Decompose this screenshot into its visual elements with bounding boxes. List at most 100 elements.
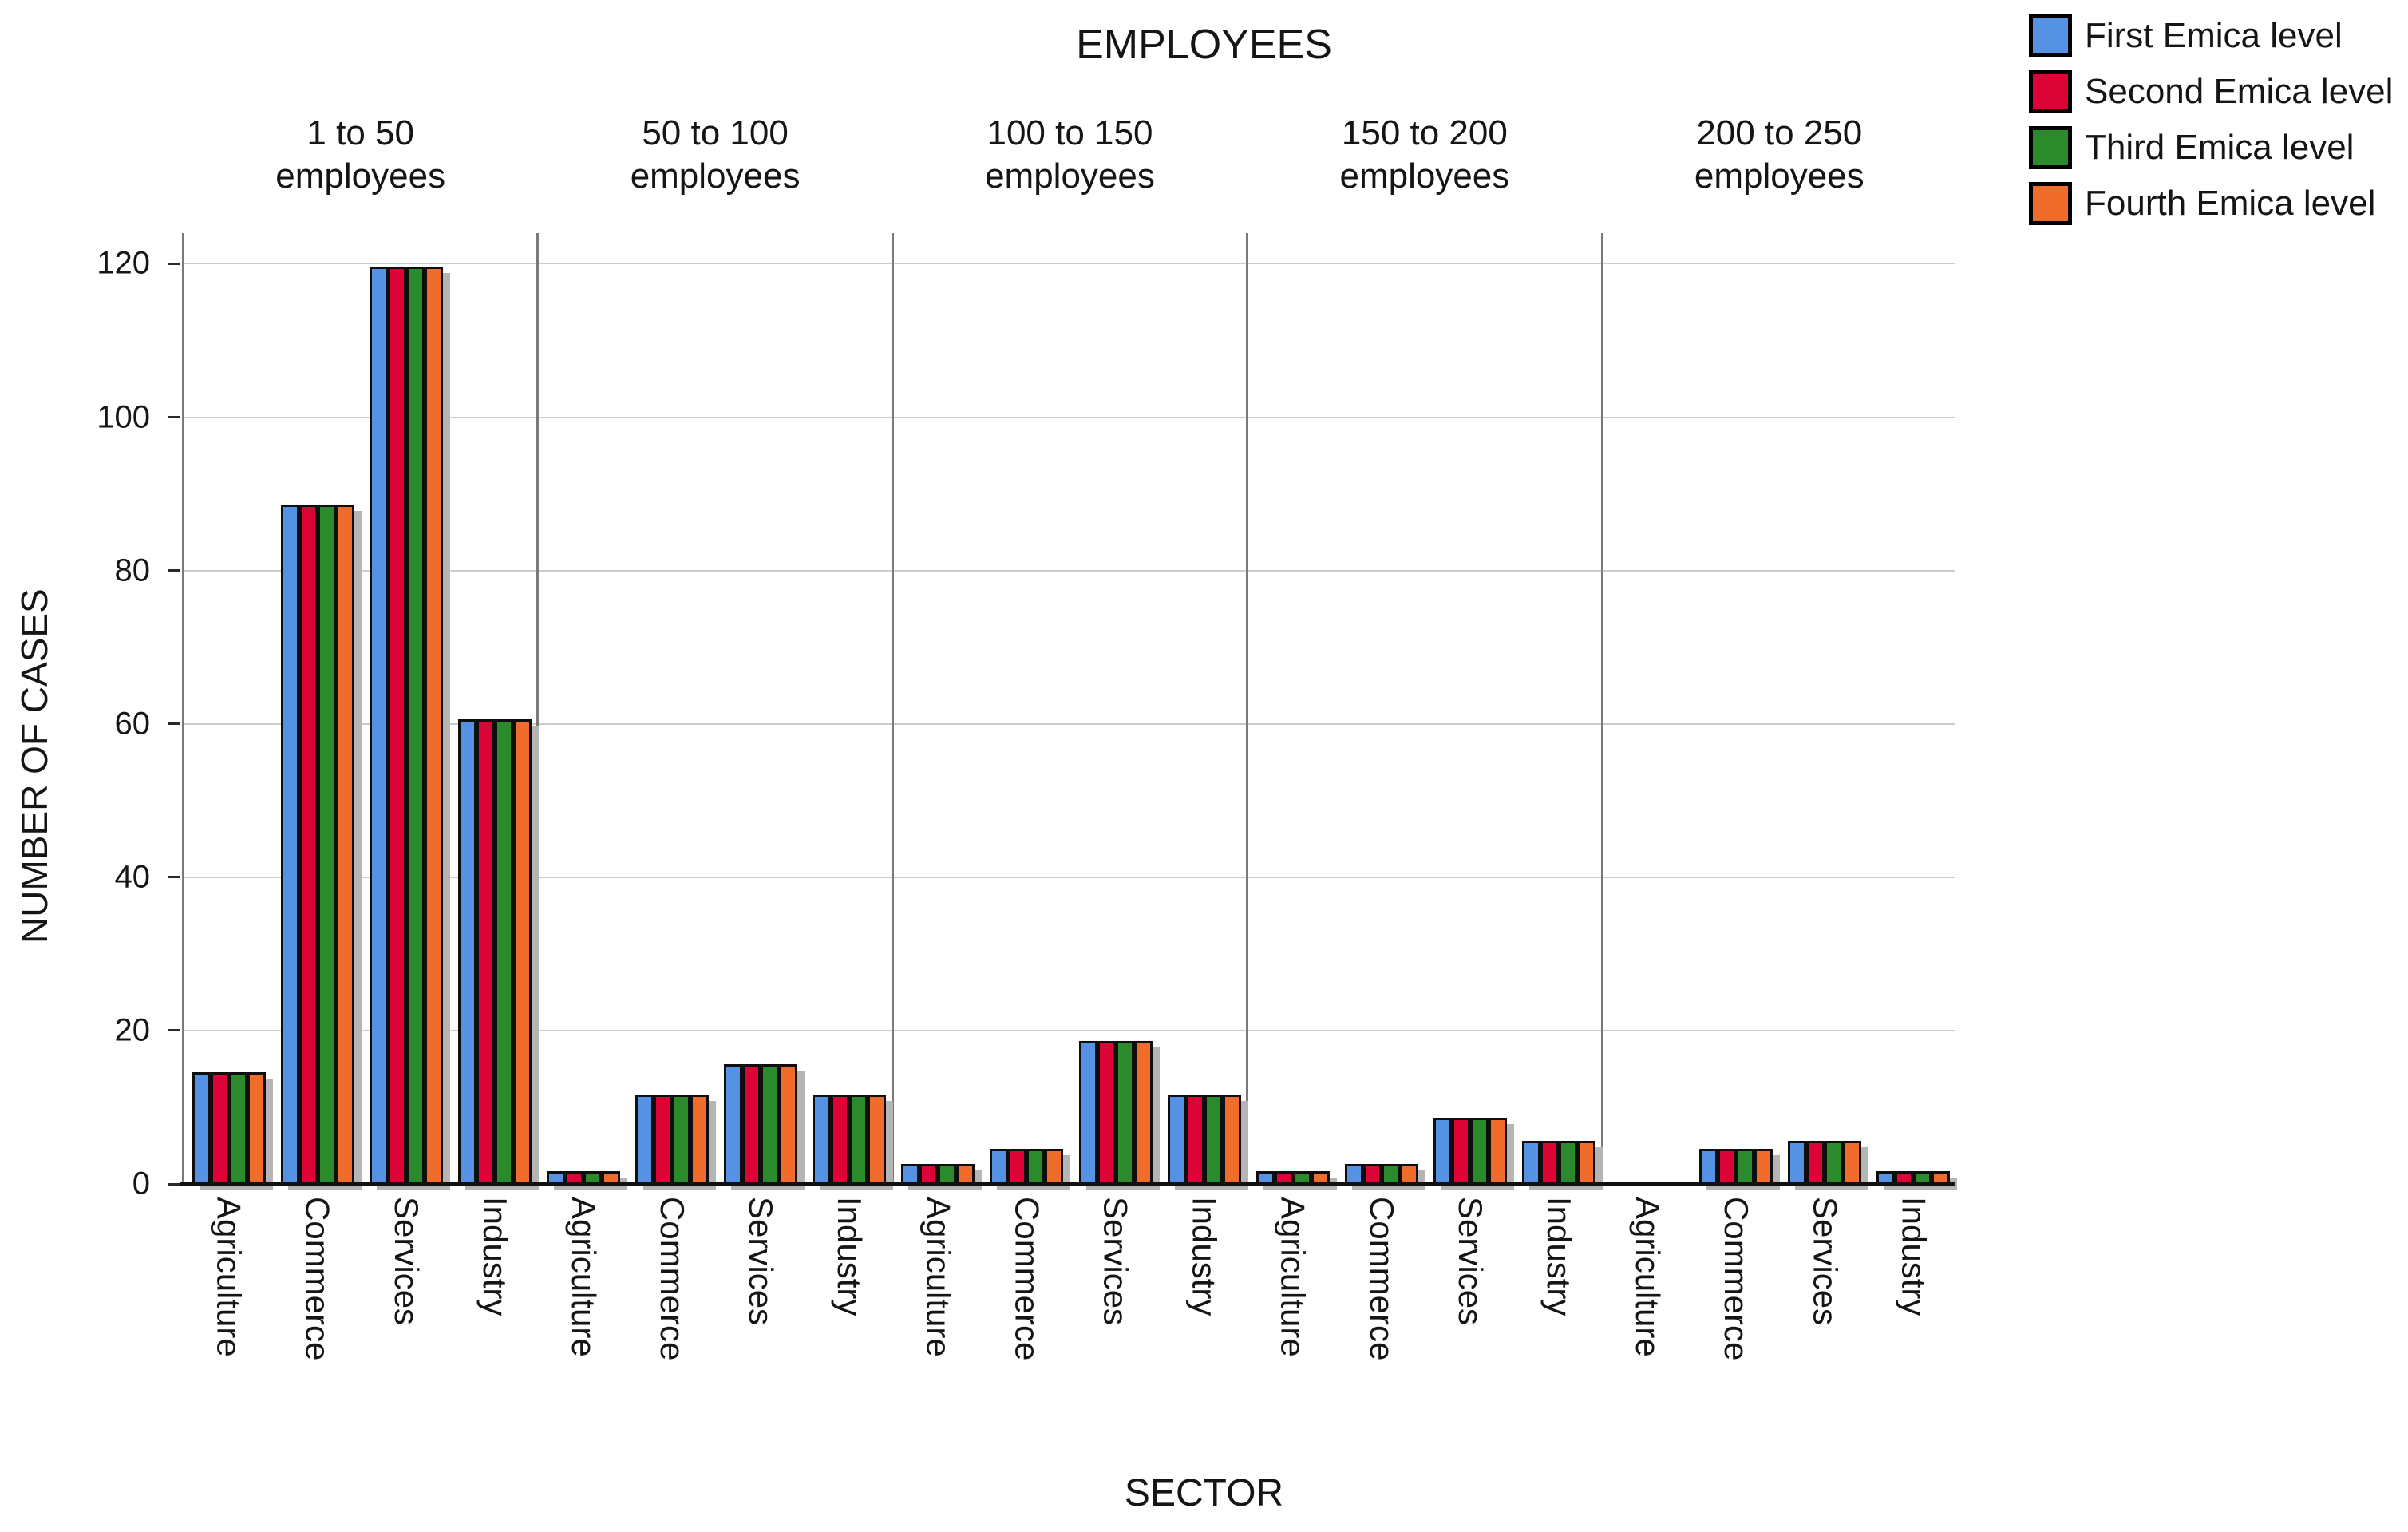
bar-commerce-second-emica-level bbox=[654, 1095, 673, 1184]
bar-services-first-emica-level bbox=[724, 1063, 743, 1184]
category-label: Services bbox=[1806, 1197, 1845, 1326]
gridline bbox=[1603, 416, 1955, 418]
y-tick-label: 100 bbox=[97, 399, 150, 435]
bar-group-services bbox=[1078, 1041, 1153, 1184]
bar-group-agriculture bbox=[1255, 1171, 1330, 1184]
facet-header: 1 to 50 employees bbox=[136, 112, 584, 197]
bar-services-first-emica-level bbox=[1788, 1140, 1807, 1184]
bar-group-industry bbox=[1167, 1095, 1241, 1184]
facet-header-line: 50 to 100 bbox=[642, 113, 789, 152]
bar-agriculture-second-emica-level bbox=[919, 1163, 939, 1184]
bar-services-first-emica-level bbox=[369, 267, 388, 1184]
bar-agriculture-fourth-emica-level bbox=[956, 1163, 975, 1184]
bar-group-services bbox=[369, 267, 443, 1184]
category-label: Services bbox=[387, 1197, 425, 1326]
bar-commerce-fourth-emica-level bbox=[335, 504, 354, 1184]
bar-group-services bbox=[724, 1063, 798, 1184]
bar-industry-fourth-emica-level bbox=[1222, 1095, 1241, 1184]
category-label: Commerce bbox=[1718, 1197, 1756, 1361]
bar-industry-second-emica-level bbox=[831, 1095, 850, 1184]
bar-commerce-first-emica-level bbox=[1344, 1163, 1363, 1184]
bar-commerce-first-emica-level bbox=[635, 1095, 654, 1184]
y-tick-label: 120 bbox=[97, 245, 150, 281]
category-label: Industry bbox=[476, 1197, 514, 1316]
facet-header-line: 200 to 250 bbox=[1696, 113, 1863, 152]
facet-header: 50 to 100 employees bbox=[491, 112, 939, 197]
bar-industry-fourth-emica-level bbox=[512, 718, 532, 1184]
gridline bbox=[893, 569, 1247, 572]
gridline bbox=[893, 1029, 1247, 1031]
y-tick-mark bbox=[168, 722, 180, 726]
gridline bbox=[893, 876, 1247, 878]
bar-services-third-emica-level bbox=[405, 267, 425, 1184]
bar-group-agriculture bbox=[192, 1071, 266, 1184]
gridline bbox=[184, 569, 537, 572]
bar-commerce-fourth-emica-level bbox=[1045, 1148, 1064, 1184]
category-label: Agriculture bbox=[919, 1197, 958, 1357]
legend-label: Fourth Emica level bbox=[2085, 183, 2376, 223]
legend-swatch-fourth-emica-level bbox=[2029, 182, 2072, 225]
bar-commerce-fourth-emica-level bbox=[690, 1095, 710, 1184]
bar-agriculture-first-emica-level bbox=[901, 1163, 920, 1184]
gridline bbox=[1603, 263, 1955, 265]
plot-area: 1 to 50 employees Agriculture Commerce Servi… bbox=[97, 113, 1955, 1360]
bar-industry-third-emica-level bbox=[849, 1095, 868, 1184]
bar-services-third-emica-level bbox=[1115, 1041, 1134, 1184]
legend-swatch-second-emica-level bbox=[2029, 70, 2072, 113]
bar-agriculture-first-emica-level bbox=[192, 1071, 211, 1184]
gridline bbox=[539, 263, 892, 265]
bar-commerce-fourth-emica-level bbox=[1754, 1148, 1773, 1184]
gridline bbox=[539, 722, 892, 725]
legend: First Emica level Second Emica level Third… bbox=[2029, 14, 2393, 225]
legend-item-third-emica-level: Third Emica level bbox=[2029, 126, 2393, 169]
y-tick-mark bbox=[168, 1182, 180, 1186]
y-tick-label: 80 bbox=[114, 552, 151, 588]
bar-industry-fourth-emica-level bbox=[868, 1095, 887, 1184]
bar-group-commerce bbox=[635, 1095, 710, 1184]
bar-agriculture-third-emica-level bbox=[938, 1163, 957, 1184]
category-label: Commerce bbox=[299, 1197, 337, 1361]
facet-panel-100-to-150-employees: 100 to 150 employees Agriculture Commerce Se… bbox=[891, 113, 1247, 1360]
y-tick-label: 40 bbox=[114, 859, 151, 895]
gridline bbox=[184, 876, 537, 878]
bar-industry-first-emica-level bbox=[1522, 1140, 1541, 1184]
x-axis-line bbox=[180, 1182, 1955, 1186]
facet-header: 200 to 250 employees bbox=[1556, 112, 2003, 197]
bar-services-second-emica-level bbox=[1097, 1041, 1116, 1184]
bar-commerce-third-emica-level bbox=[1736, 1148, 1755, 1184]
facet-header-line: 100 to 150 bbox=[987, 113, 1153, 152]
gridline bbox=[1603, 569, 1955, 572]
bar-industry-third-emica-level bbox=[494, 718, 513, 1184]
facet-panel-50-to-100-employees: 50 to 100 employees Agriculture Commerce Ser… bbox=[536, 113, 892, 1360]
bar-industry-third-emica-level bbox=[1204, 1095, 1223, 1184]
bar-services-third-emica-level bbox=[1825, 1140, 1844, 1184]
bar-commerce-first-emica-level bbox=[1699, 1148, 1718, 1184]
facet-panel-1-to-50-employees: 1 to 50 employees Agriculture Commerce Servi… bbox=[182, 113, 537, 1360]
y-tick-mark bbox=[168, 876, 180, 879]
bar-group-commerce bbox=[1699, 1148, 1773, 1184]
facet-header-line: employees bbox=[630, 156, 801, 196]
bar-services-first-emica-level bbox=[1433, 1118, 1452, 1184]
y-tick-mark bbox=[168, 416, 180, 419]
category-label: Commerce bbox=[1008, 1197, 1046, 1361]
gridline bbox=[1603, 722, 1955, 725]
bar-industry-third-emica-level bbox=[1559, 1140, 1578, 1184]
legend-item-first-emica-level: First Emica level bbox=[2029, 14, 2393, 57]
gridline bbox=[1248, 1029, 1601, 1031]
gridline bbox=[184, 263, 537, 265]
bar-services-second-emica-level bbox=[742, 1063, 761, 1184]
gridline bbox=[1248, 416, 1601, 418]
bar-commerce-third-emica-level bbox=[1381, 1163, 1400, 1184]
bar-services-second-emica-level bbox=[1451, 1118, 1470, 1184]
gridline bbox=[539, 1029, 892, 1031]
bar-services-fourth-emica-level bbox=[1843, 1140, 1862, 1184]
gridline bbox=[1248, 722, 1601, 725]
gridline bbox=[1248, 876, 1601, 878]
bar-commerce-second-emica-level bbox=[299, 504, 318, 1184]
bar-commerce-first-emica-level bbox=[990, 1148, 1009, 1184]
bar-services-first-emica-level bbox=[1078, 1041, 1097, 1184]
gridline bbox=[184, 722, 537, 725]
category-label: Agriculture bbox=[564, 1197, 603, 1357]
bar-industry-first-emica-level bbox=[1167, 1095, 1186, 1184]
